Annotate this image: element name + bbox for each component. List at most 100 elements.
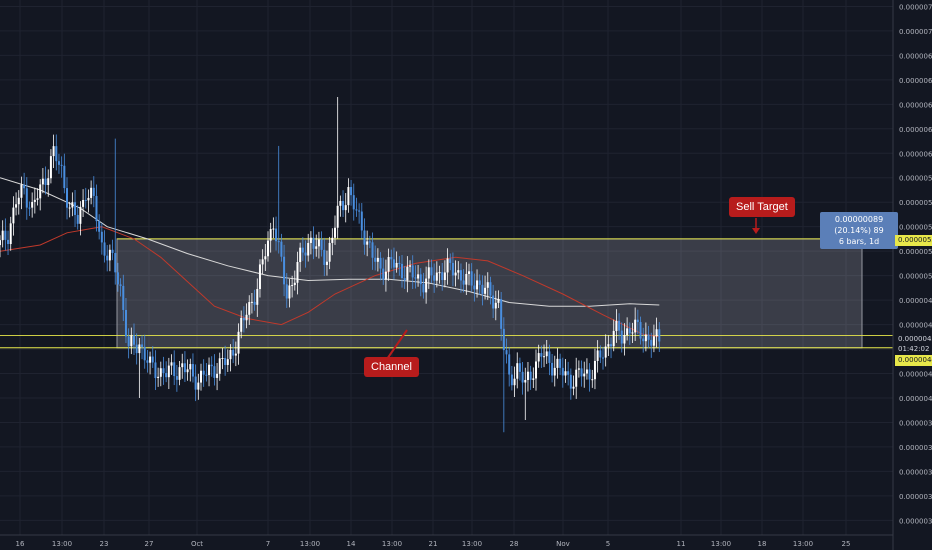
candle-body — [358, 210, 361, 212]
candle-body — [208, 364, 211, 376]
candle-body — [350, 187, 353, 196]
candle-body — [92, 187, 95, 196]
measure-label[interactable]: 0.00000089 (20.14%) 89 6 bars, 1d — [820, 212, 898, 249]
candle-body — [363, 230, 366, 245]
candle-body — [459, 270, 462, 281]
price-axis[interactable]: 0.00000720 0.00000700 0.00000680 0.00000660… — [899, 3, 932, 525]
candle-body — [114, 252, 117, 273]
candle-body — [55, 146, 58, 162]
candle-body — [497, 299, 500, 303]
candle-body — [301, 247, 304, 253]
candle-body — [296, 262, 299, 283]
candle-body — [516, 363, 519, 379]
candle-body — [165, 373, 168, 378]
time-tick-label: 23 — [100, 540, 109, 548]
candle-body — [157, 376, 160, 379]
candle-body — [449, 258, 452, 263]
candle-body — [309, 237, 312, 243]
upper-level-tag: 0.00000530 — [895, 235, 932, 246]
candle-body — [240, 317, 243, 332]
price-tick-label: 0.00000360 — [899, 444, 932, 452]
candle-body — [580, 368, 583, 377]
time-tick-label: 18 — [758, 540, 767, 548]
candle-body — [178, 367, 181, 380]
candle-body — [567, 371, 570, 375]
sell-target-label[interactable]: Sell Target — [729, 197, 795, 217]
candle-body — [328, 242, 331, 262]
candle-body — [68, 207, 71, 209]
price-tick-label: 0.00000640 — [899, 101, 932, 109]
candle-body — [526, 371, 529, 380]
candle-body — [489, 282, 492, 296]
candle-body — [33, 199, 36, 202]
candle-body — [591, 379, 594, 381]
candle-body — [175, 376, 178, 380]
candle-body — [23, 184, 26, 189]
candle-body — [98, 221, 101, 232]
candle-body — [320, 239, 323, 250]
candle-body — [138, 344, 141, 354]
candle-body — [31, 201, 34, 208]
candle-body — [1, 230, 4, 241]
price-tick-label: 0.00000420 — [899, 371, 932, 379]
candle-body — [307, 242, 310, 256]
candle-body — [610, 344, 613, 347]
candle-body — [344, 205, 347, 211]
candle-body — [100, 231, 103, 243]
candle-body — [575, 369, 578, 387]
candle-body — [435, 272, 438, 281]
candle-body — [454, 272, 457, 276]
candle-body — [569, 374, 572, 389]
candle-body — [500, 299, 503, 329]
candle-body — [371, 242, 374, 258]
candle-body — [655, 329, 658, 337]
candle-body — [218, 358, 221, 374]
candle-body — [202, 370, 205, 375]
candle-body — [585, 369, 588, 374]
candle-body — [41, 178, 44, 185]
candle-body — [425, 278, 428, 293]
candle-body — [159, 368, 162, 377]
candle-body — [293, 282, 296, 286]
candle-body — [213, 366, 216, 378]
candle-body — [325, 261, 328, 265]
price-tick-label: 0.00000320 — [899, 493, 932, 501]
candle-body — [229, 349, 232, 360]
candle-body — [60, 164, 63, 166]
candle-body — [583, 373, 586, 377]
candle-body — [537, 353, 540, 362]
time-tick-label: 14 — [347, 540, 356, 548]
candle-body — [20, 184, 23, 198]
candle-body — [186, 369, 189, 373]
candle-body — [433, 275, 436, 281]
candle-body — [267, 240, 269, 257]
candle-body — [451, 262, 454, 276]
candle-body — [250, 301, 253, 303]
candle-body — [392, 259, 395, 268]
candle-body — [191, 364, 194, 377]
candle-body — [473, 285, 476, 290]
candle-body — [0, 240, 1, 246]
candle-body — [210, 364, 213, 367]
channel-arrow — [384, 329, 408, 363]
price-tick-label: 0.00000580 — [899, 175, 932, 183]
candle-body — [545, 351, 548, 357]
candle-body — [494, 302, 497, 309]
candle-body — [315, 246, 318, 249]
candle-body — [395, 262, 398, 268]
grid — [0, 0, 893, 535]
candle-body — [216, 373, 219, 378]
price-tick-label: 0.00000600 — [899, 150, 932, 158]
candle-body — [119, 284, 122, 286]
candle-body — [84, 199, 87, 201]
candle-body — [556, 358, 559, 368]
sell-target-arrowhead — [752, 228, 760, 234]
price-tick-label: 0.00000480 — [899, 297, 932, 305]
channel-label[interactable]: Channel — [364, 357, 419, 377]
time-axis[interactable]: 16 13:00 23 27 Oct 7 13:00 14 13:00 21 13:00 28 Nov 5… — [16, 540, 851, 548]
time-tick-label: 27 — [145, 540, 154, 548]
candle-body — [652, 336, 655, 346]
candle-body — [438, 272, 441, 274]
price-tick-label: 0.00000340 — [899, 468, 932, 476]
